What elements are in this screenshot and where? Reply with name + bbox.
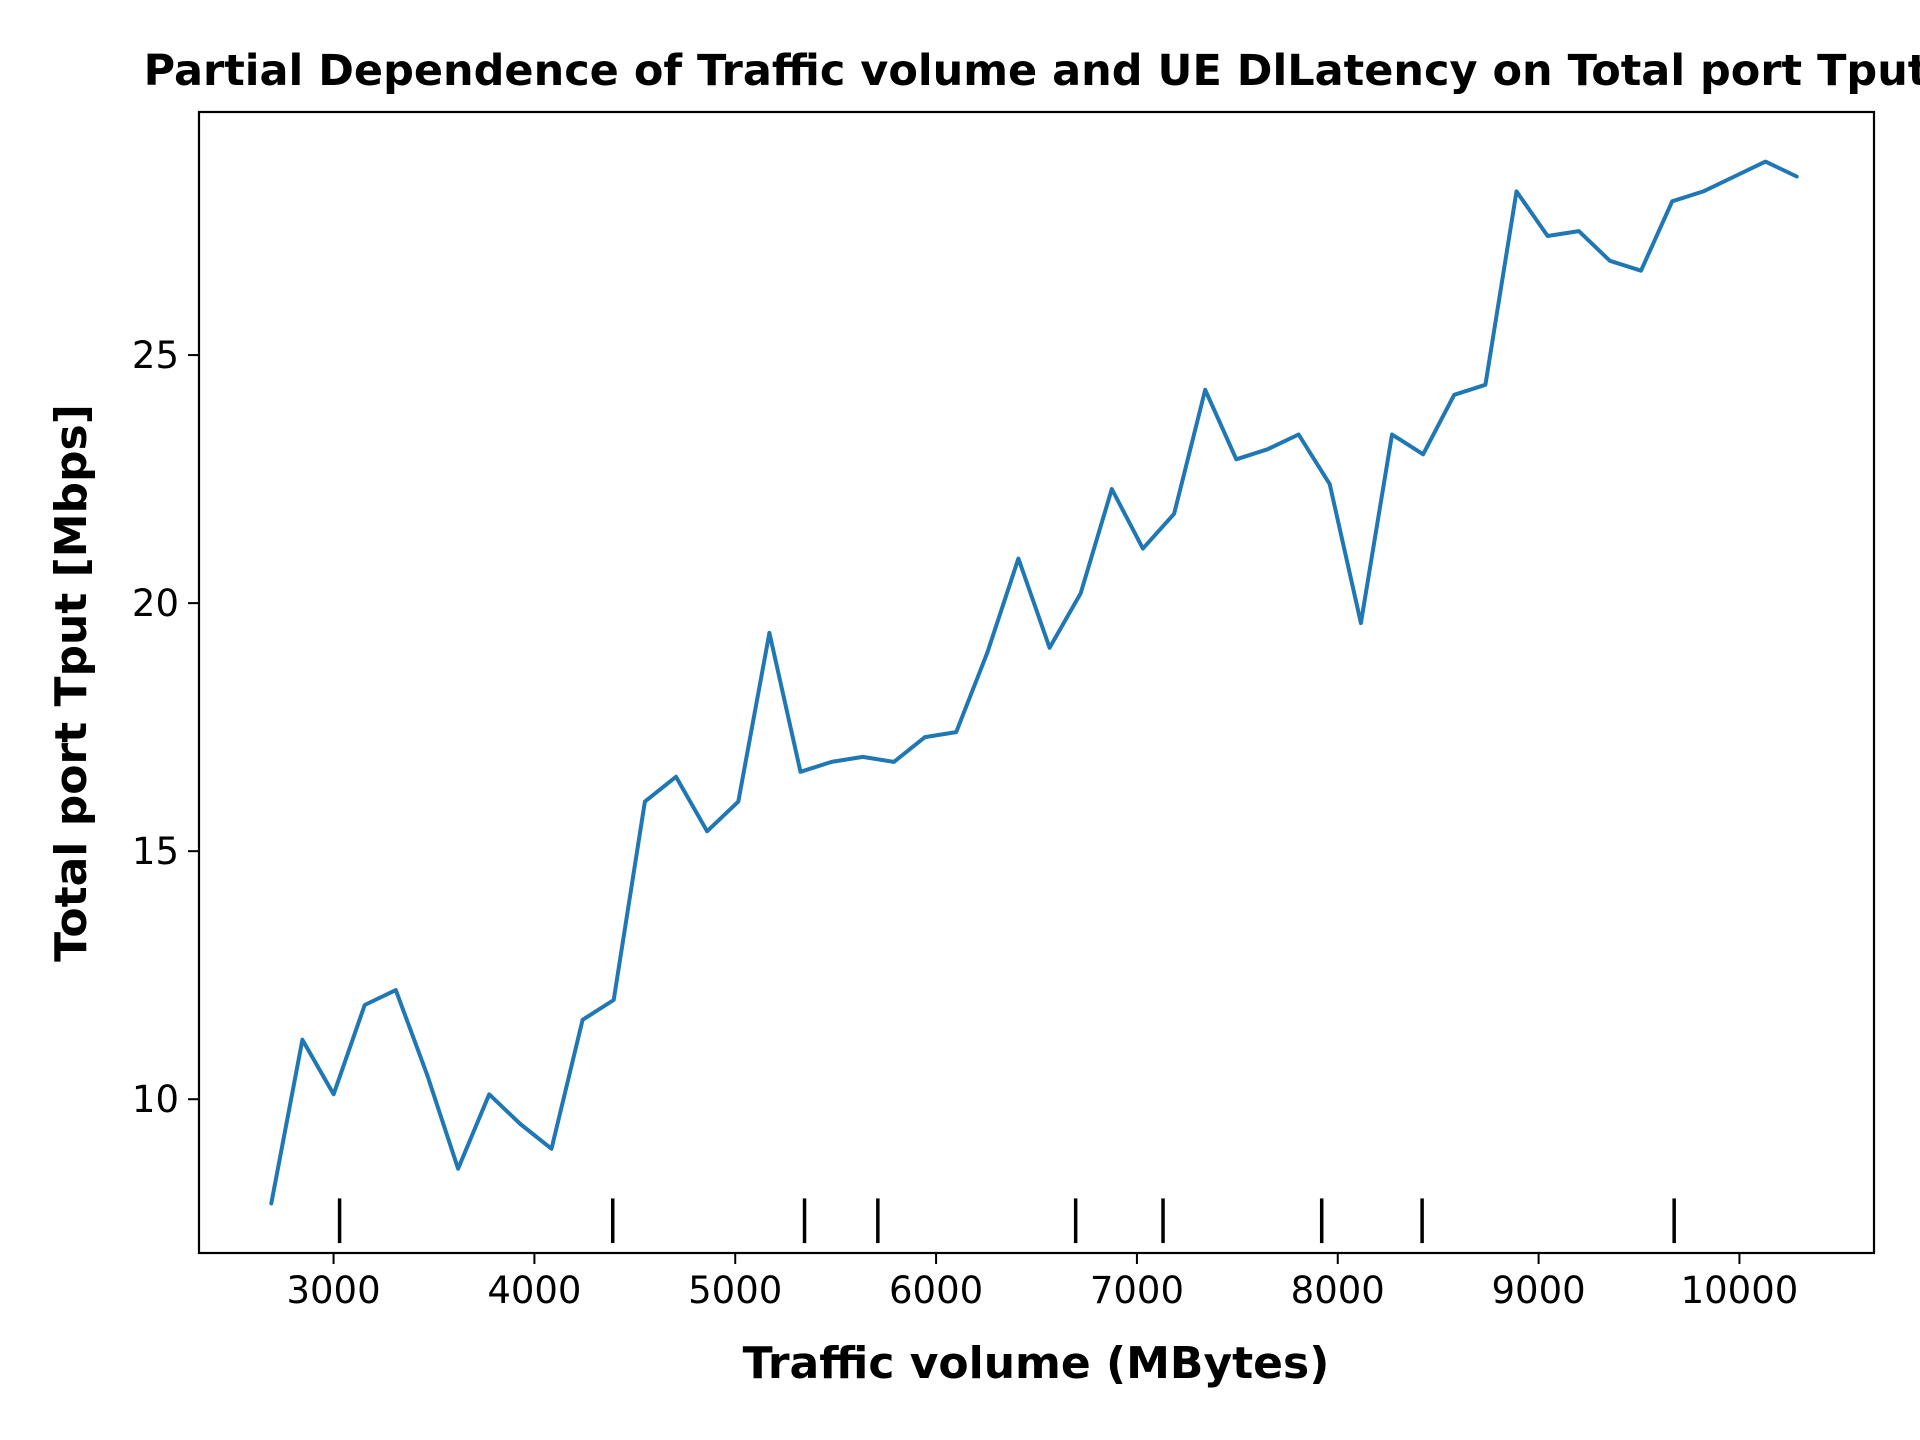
y-axis-label: Total port Tput [Mbps] xyxy=(46,404,97,962)
y-tick-label-0: 10 xyxy=(132,1078,179,1121)
y-tick-label-2: 20 xyxy=(132,582,179,625)
x-tick-label-4: 7000 xyxy=(1090,1269,1184,1312)
x-tick-label-6: 9000 xyxy=(1492,1269,1586,1312)
plot-frame xyxy=(197,110,1876,1255)
chart-title: Partial Dependence of Traffic volume and… xyxy=(144,46,1920,96)
x-tick-label-7: 10000 xyxy=(1681,1269,1799,1312)
y-tick-label-1: 15 xyxy=(132,830,179,873)
y-tick-label-3: 25 xyxy=(132,334,179,377)
x-tick-label-1: 4000 xyxy=(487,1269,581,1312)
x-tick-label-3: 6000 xyxy=(889,1269,983,1312)
x-axis-label: Traffic volume (MBytes) xyxy=(743,1338,1330,1389)
x-tick-label-5: 8000 xyxy=(1291,1269,1385,1312)
series-line-0 xyxy=(269,159,1799,1206)
plot-area: 3000 4000 5000 6000 7000 8000 9000 10000 10 15 20 2… xyxy=(132,110,1876,1312)
x-tick-label-2: 5000 xyxy=(688,1269,782,1312)
x-tick-label-0: 3000 xyxy=(286,1269,380,1312)
